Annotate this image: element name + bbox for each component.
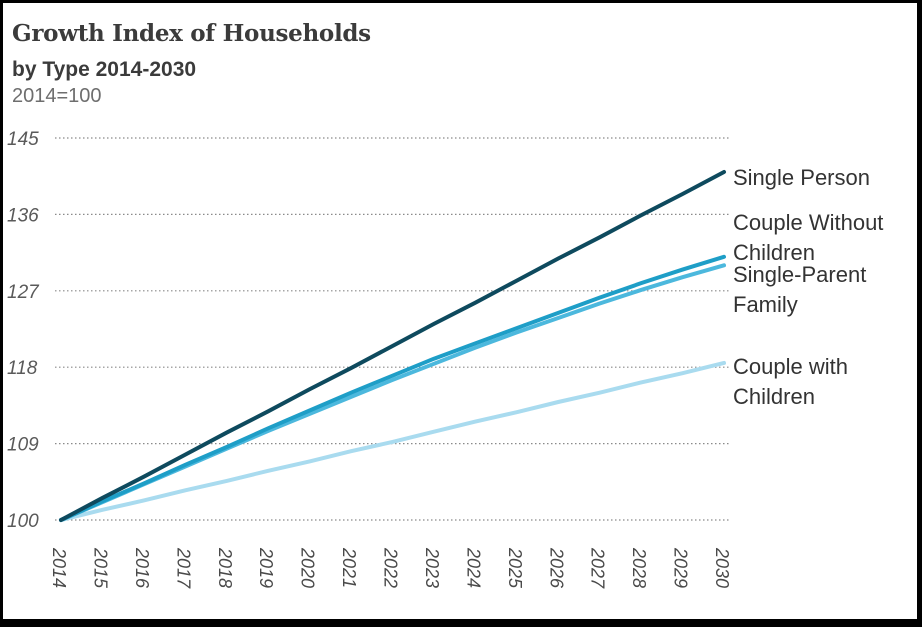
y-tick-label: 127 (7, 282, 40, 303)
x-tick-label: 2017 (173, 547, 193, 589)
x-tick-label: 2029 (671, 547, 691, 588)
y-tick-label: 109 (7, 435, 39, 456)
x-tick-label: 2018 (215, 547, 235, 588)
x-tick-label: 2028 (629, 547, 649, 588)
x-tick-label: 2030 (712, 547, 732, 588)
series-line (59, 254, 726, 522)
series-line (59, 169, 726, 522)
series-line (59, 263, 726, 522)
x-tick-label: 2026 (546, 547, 566, 589)
series-line (59, 360, 726, 522)
series-label: Couple Without Children (733, 210, 883, 265)
chart-title: Growth Index of Households (12, 20, 371, 47)
line-chart: 100 109 118 127 136 145 2014 2015 2016 2017 2018 20… (7, 129, 883, 589)
series-label: Couple with Children (733, 354, 848, 409)
x-tick-label: 2021 (339, 547, 359, 588)
series-label: Single-Parent Family (733, 262, 866, 317)
x-tick-label: 2019 (256, 547, 276, 588)
x-tick-label: 2027 (588, 547, 608, 589)
x-tick-label: 2023 (422, 547, 442, 588)
x-tick-label: 2022 (381, 547, 401, 588)
chart-subtitle: by Type 2014-2030 (12, 58, 197, 81)
series-label: Single Person (733, 165, 870, 190)
y-tick-label: 100 (7, 511, 39, 532)
x-tick-label: 2020 (298, 547, 318, 588)
chart-index-note: 2014=100 (12, 85, 102, 107)
x-tick-label: 2015 (90, 547, 110, 589)
x-tick-label: 2014 (49, 547, 69, 588)
x-tick-label: 2025 (505, 547, 525, 589)
y-tick-label: 118 (7, 358, 38, 379)
chart-frame: Growth Index of Households by Type 2014-… (3, 3, 917, 619)
y-tick-label: 145 (7, 129, 39, 150)
y-tick-label: 136 (7, 205, 39, 226)
x-tick-label: 2016 (132, 547, 152, 589)
x-tick-label: 2024 (463, 547, 483, 588)
